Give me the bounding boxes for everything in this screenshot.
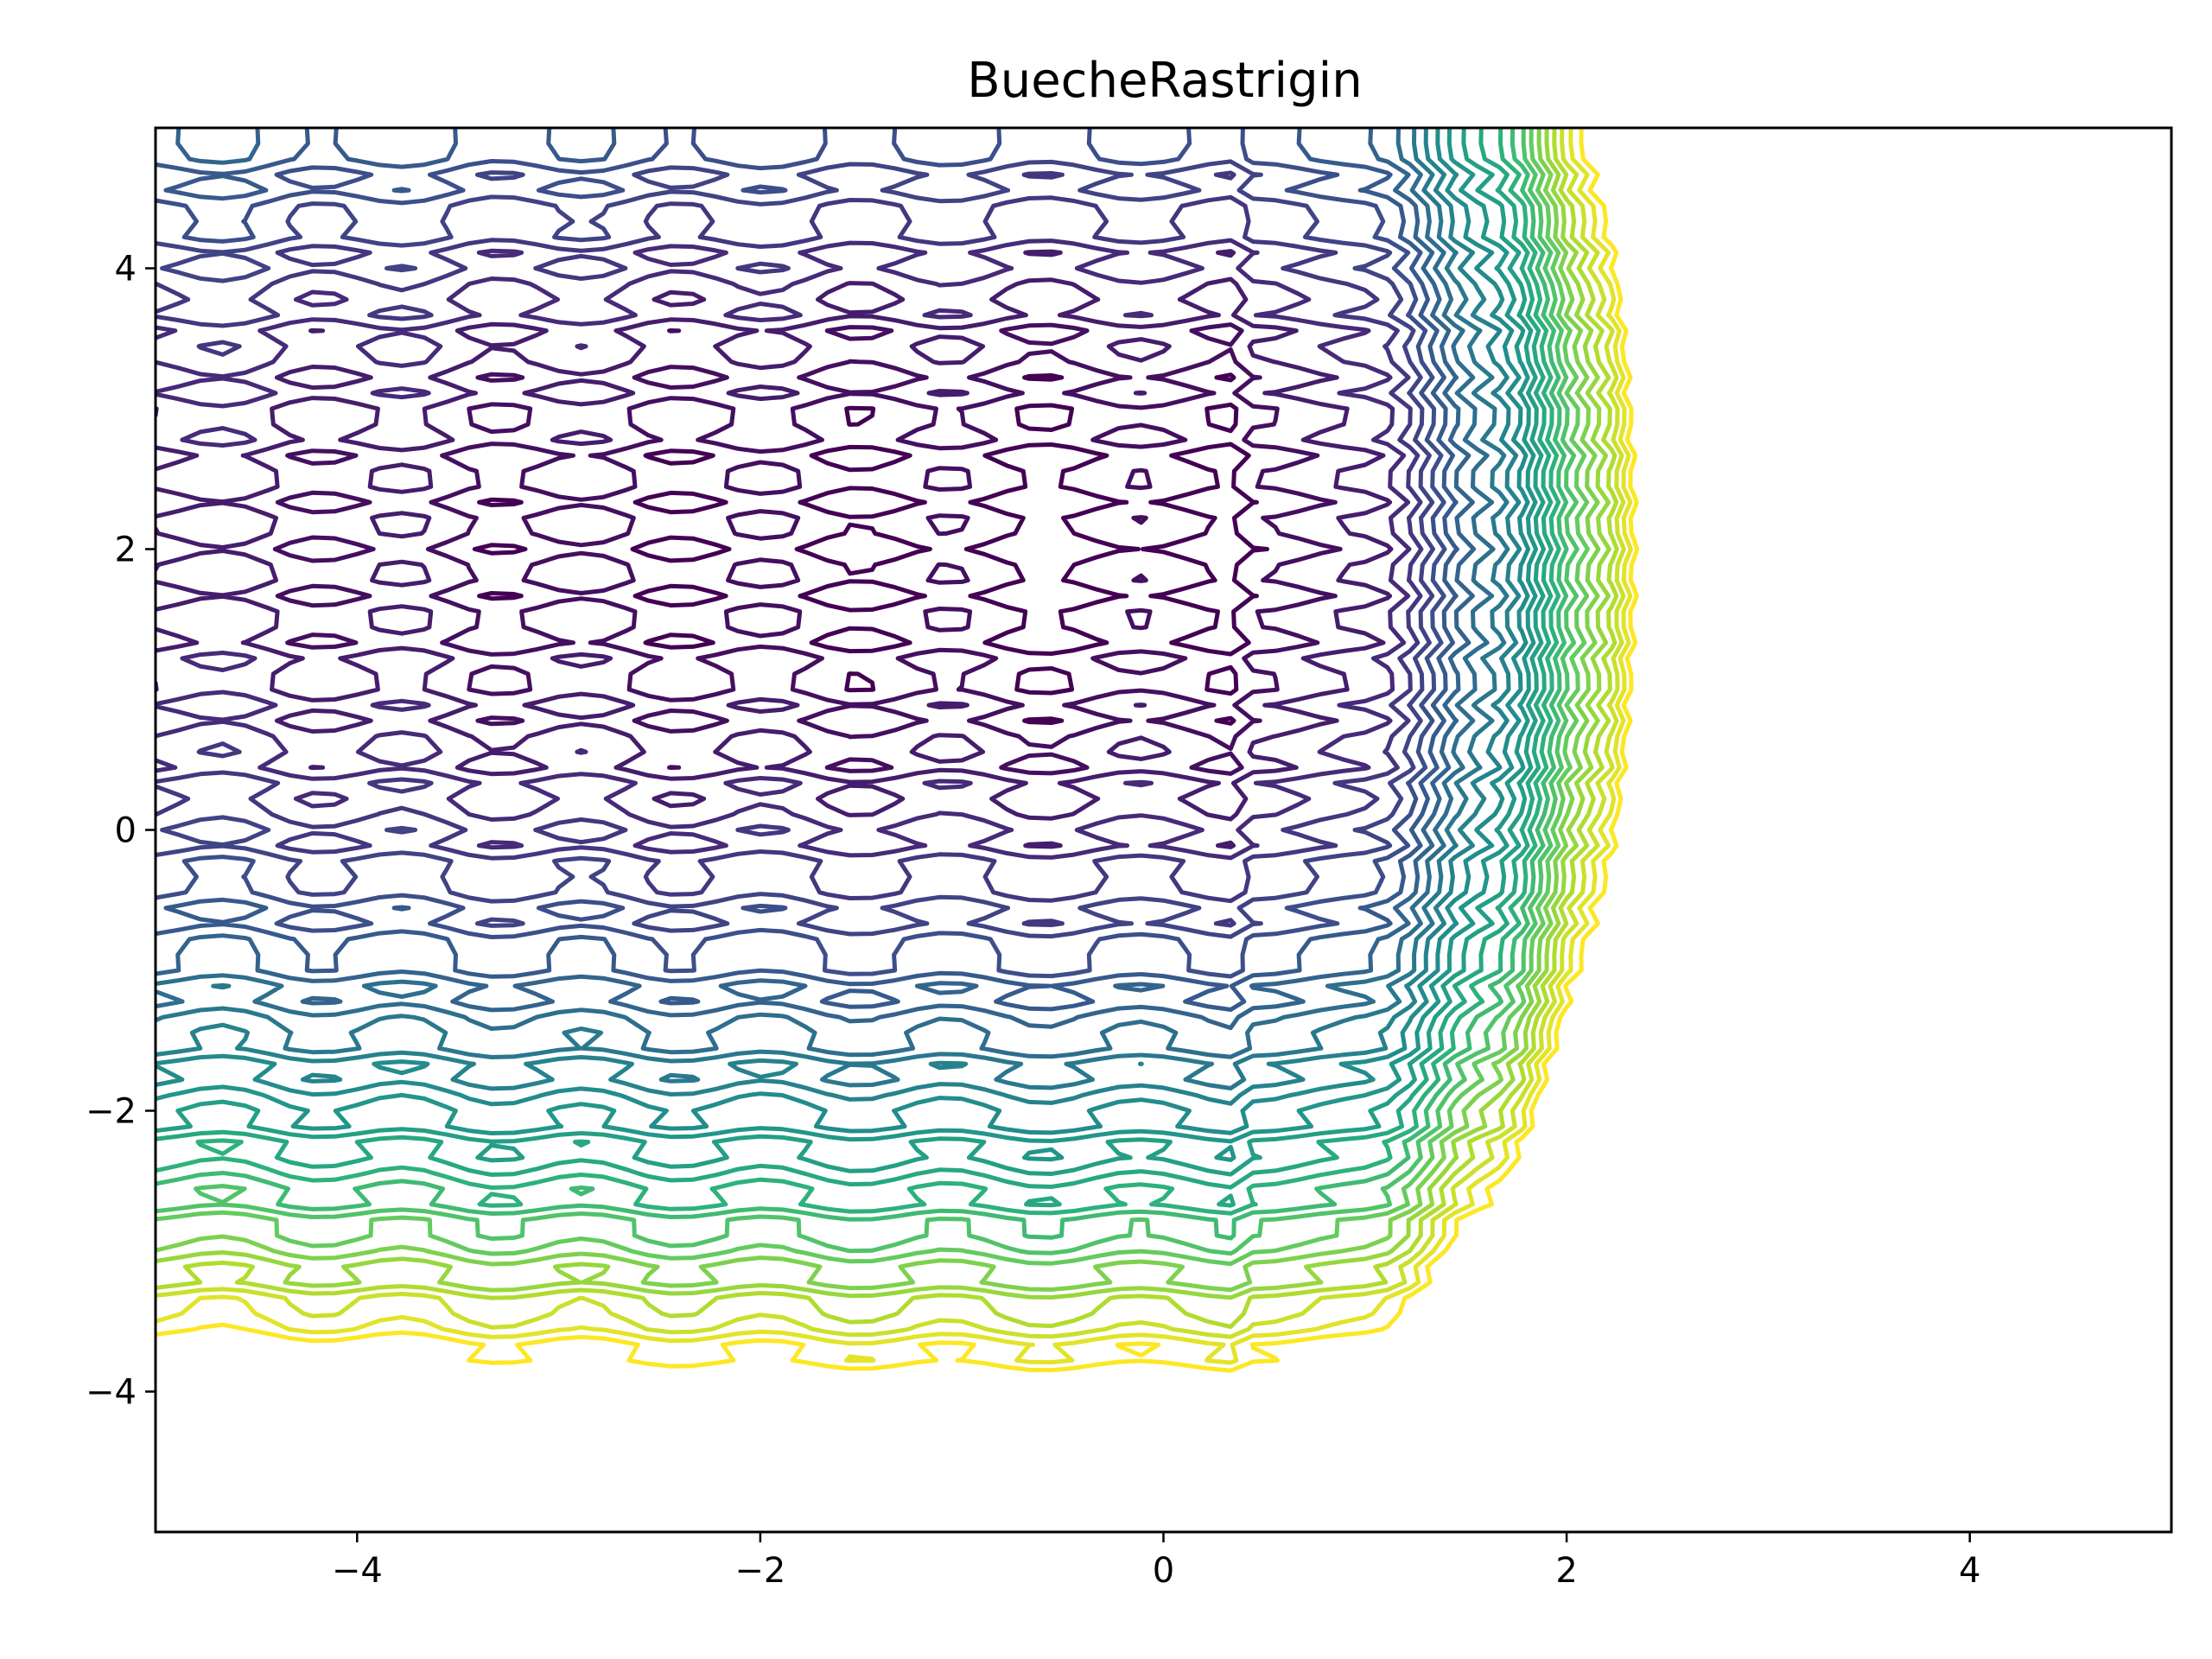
- contour-level: [272, 322, 1343, 776]
- contour-level: [156, 128, 1510, 1090]
- contour-level: [156, 128, 1633, 1365]
- contour-level: [156, 128, 1590, 1267]
- contour-level: [156, 128, 1447, 979]
- contour-level: [156, 128, 1640, 1373]
- x-tick-label: −2: [734, 1551, 785, 1591]
- contour-level: [156, 128, 1477, 1031]
- x-axis: −4 −2 0 2 4: [332, 1532, 1980, 1591]
- contour-level: [156, 128, 1626, 1339]
- x-tick-label: 0: [1153, 1551, 1174, 1591]
- contour-level: [156, 128, 1539, 1162]
- contour-level: [156, 249, 1394, 849]
- y-tick-label: 4: [115, 250, 137, 289]
- x-tick-label: 4: [1959, 1551, 1980, 1591]
- chart-title: BuecheRastrigin: [967, 53, 1362, 109]
- contour-level: [156, 128, 1531, 1135]
- contour-level: [156, 128, 1611, 1300]
- contour-level: [156, 159, 1435, 939]
- y-tick-label: 0: [115, 811, 137, 851]
- contour-level: [156, 128, 1546, 1177]
- y-tick-label: −2: [86, 1092, 137, 1132]
- contour-lines: [156, 128, 1640, 1373]
- contour-level: [156, 128, 1459, 1012]
- y-tick-label: 2: [115, 531, 137, 570]
- contour-level: [156, 128, 1601, 1293]
- contour-level: [156, 128, 1554, 1208]
- contour-level: [156, 238, 1412, 861]
- contour-level: [472, 372, 1269, 726]
- x-tick-label: −4: [332, 1551, 383, 1591]
- contour-level: [156, 128, 1496, 1059]
- contour-level: [156, 170, 1424, 928]
- y-axis: −4 −2 0 2 4: [86, 250, 156, 1413]
- contour-level: [156, 128, 1561, 1216]
- plot-frame: [154, 126, 2173, 1534]
- y-tick-label: −4: [86, 1373, 137, 1413]
- contour-level: [156, 128, 1580, 1256]
- contour-level: [156, 128, 1522, 1106]
- x-tick-label: 2: [1555, 1551, 1577, 1591]
- contour-level: [156, 128, 1569, 1241]
- contour-level: [156, 128, 1619, 1329]
